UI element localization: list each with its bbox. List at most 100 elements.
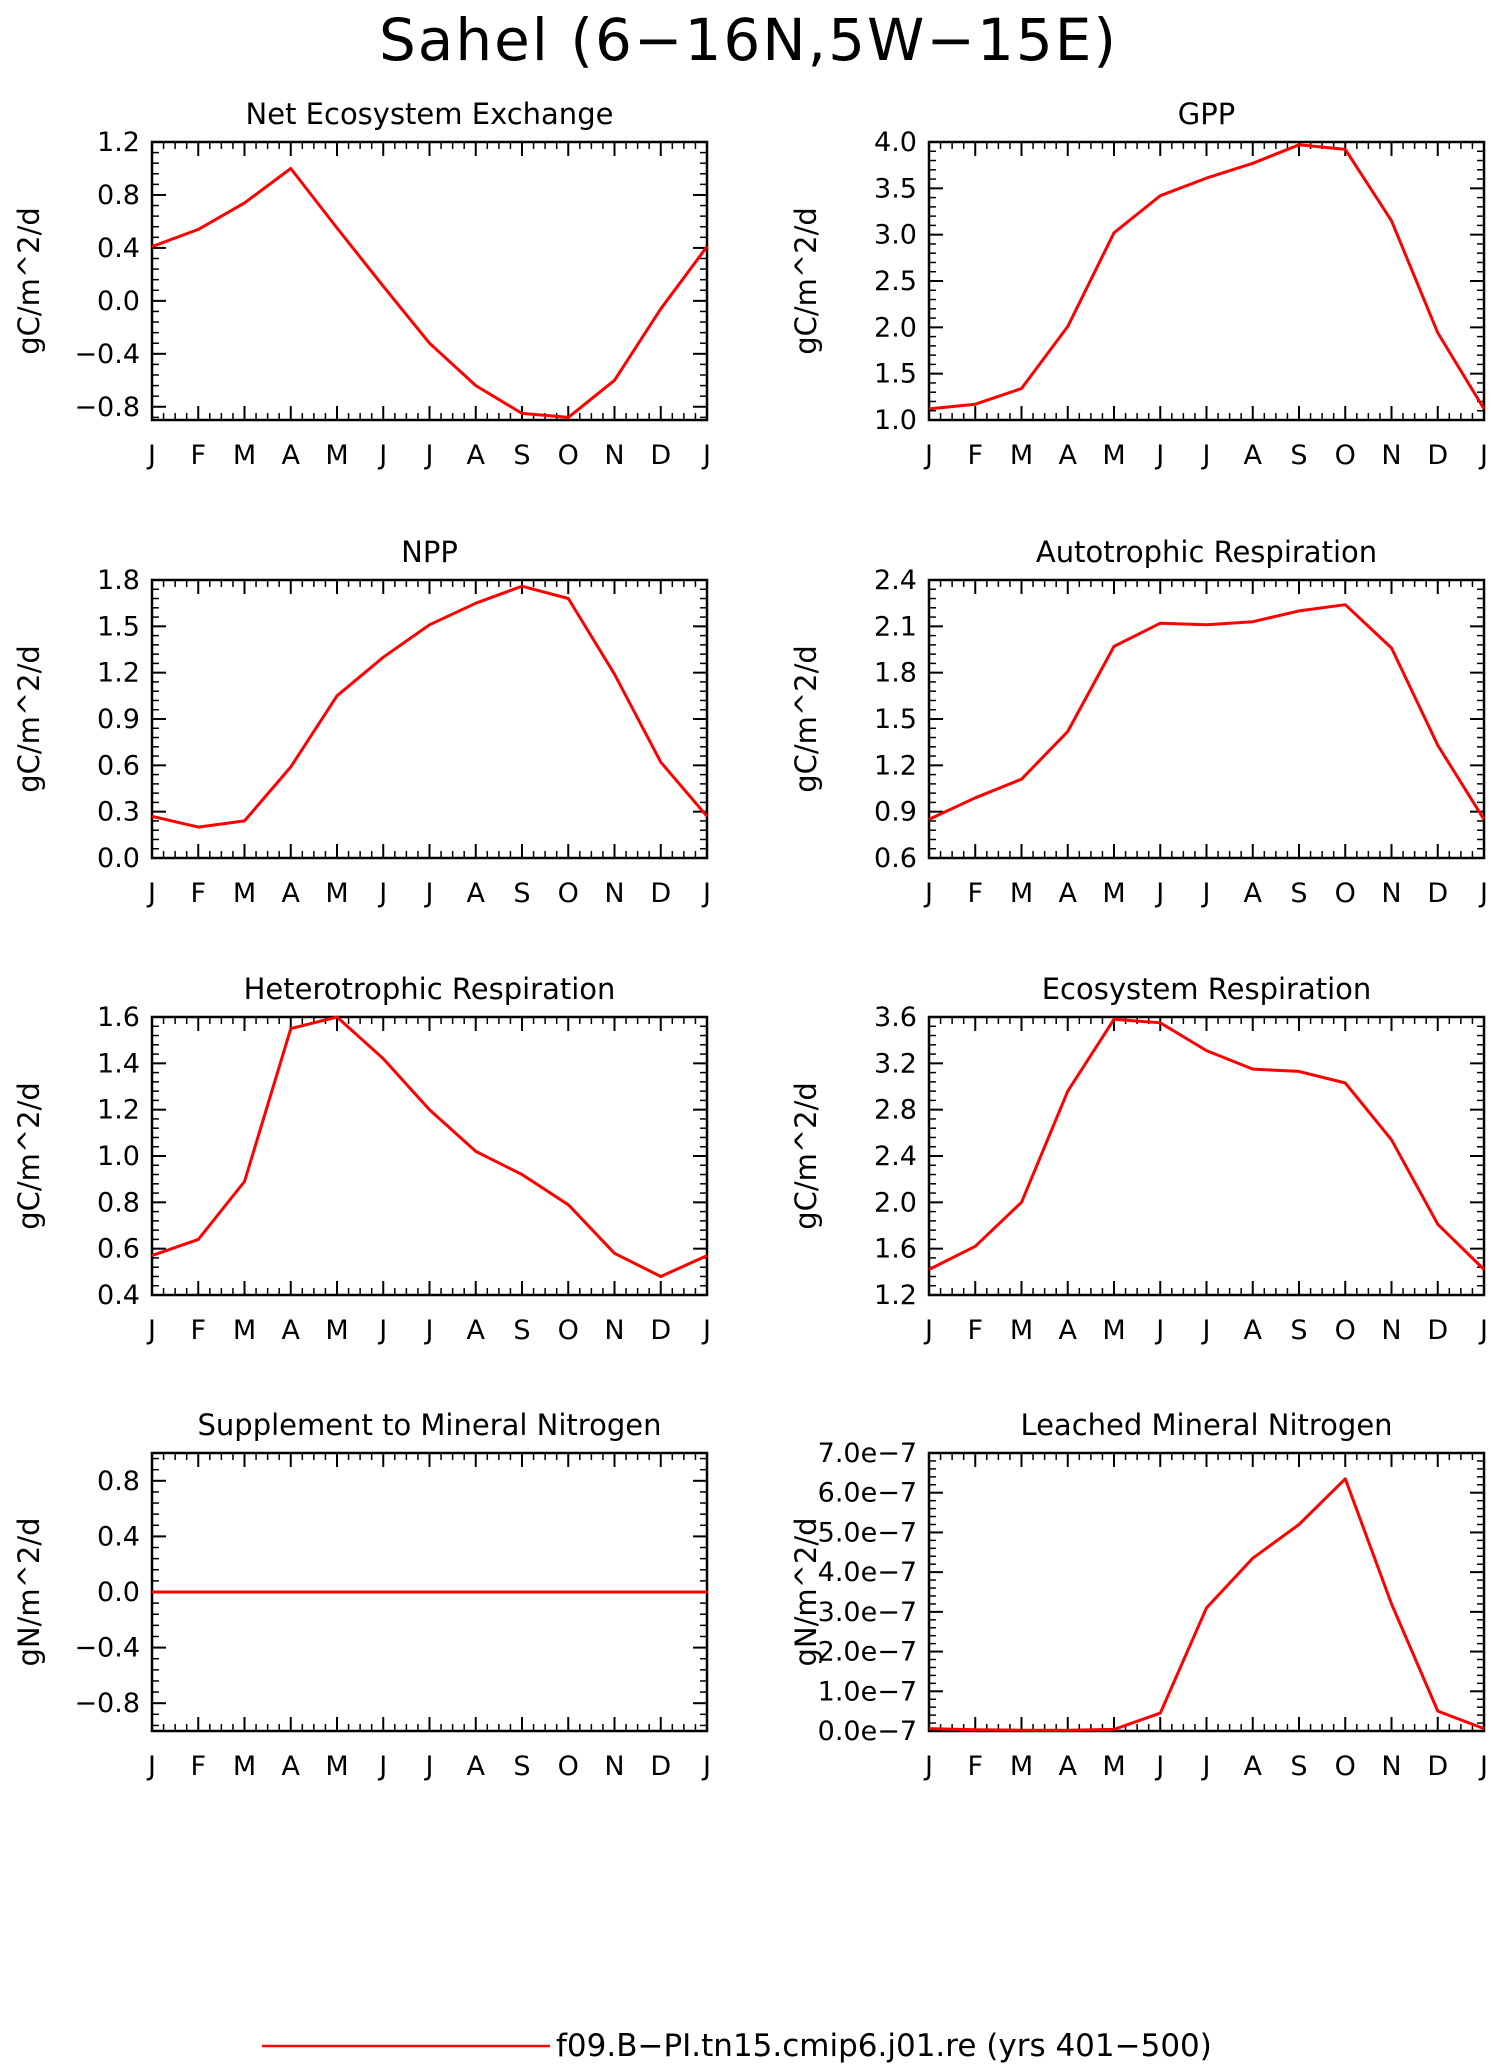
x-tick-label: O	[1335, 1315, 1356, 1346]
x-tick-label: J	[424, 878, 434, 909]
chart-panel-7: J F M A M J J A S O N D J−0.8−0.40.00.40.8gN/m^2/dSu…	[12, 1408, 711, 1782]
y-tick-label: 1.0e−7	[818, 1676, 917, 1707]
y-tick-label: 5.0e−7	[818, 1517, 917, 1548]
y-tick-label: 2.4	[874, 1141, 917, 1172]
y-tick-label: 0.3	[97, 797, 140, 828]
y-tick-label: 1.2	[97, 658, 140, 689]
x-tick-label: O	[1335, 1751, 1356, 1782]
x-tick-label: A	[1059, 878, 1078, 909]
y-tick-label: 6.0e−7	[818, 1478, 917, 1509]
chart-panel-4: J F M A M J J A S O N D J0.60.91.21.51.82.12.4gC/m^2…	[789, 535, 1488, 909]
y-tick-label: 0.4	[97, 233, 140, 264]
panel-title: Leached Mineral Nitrogen	[1020, 1408, 1392, 1442]
x-tick-label: J	[1154, 1315, 1164, 1346]
series-line	[928, 1477, 1485, 1732]
plot-frame	[150, 1015, 709, 1297]
x-tick-label: F	[967, 1315, 983, 1346]
x-tick-label: J	[701, 1751, 711, 1782]
panel-title: NPP	[401, 535, 458, 569]
series-line	[928, 143, 1486, 411]
x-tick-label: M	[1102, 878, 1125, 909]
x-tick-label: D	[1427, 1751, 1448, 1782]
x-tick-label: A	[282, 1315, 301, 1346]
x-tick-label: A	[1244, 440, 1263, 471]
panel-title: Heterotrophic Respiration	[244, 972, 616, 1006]
x-tick-label: J	[424, 1315, 434, 1346]
x-tick-label: S	[1290, 1315, 1307, 1346]
x-tick-label: J	[377, 1751, 387, 1782]
x-tick-label: N	[1381, 1315, 1401, 1346]
y-tick-label: 1.2	[97, 127, 140, 158]
x-tick-label: F	[967, 878, 983, 909]
y-axis-label: gC/m^2/d	[12, 645, 46, 793]
x-tick-label: D	[650, 440, 671, 471]
x-tick-label: S	[513, 440, 530, 471]
x-tick-label: M	[1102, 1315, 1125, 1346]
x-tick-label: J	[1478, 878, 1488, 909]
plot-frame	[927, 140, 1486, 422]
y-axis-label: gC/m^2/d	[789, 207, 823, 355]
x-tick-label: O	[1335, 878, 1356, 909]
x-tick-label: J	[923, 1751, 933, 1782]
x-tick-label: M	[1010, 440, 1033, 471]
x-tick-label: J	[923, 878, 933, 909]
y-axis-label: gC/m^2/d	[12, 207, 46, 355]
chart-panel-6: J F M A M J J A S O N D J1.21.62.02.42.83.23.6gC/m^2…	[789, 972, 1488, 1346]
x-tick-label: J	[923, 1315, 933, 1346]
x-tick-label: M	[233, 440, 256, 471]
y-axis-label: gN/m^2/d	[789, 1517, 823, 1666]
x-tick-label: D	[650, 1315, 671, 1346]
y-tick-label: 2.4	[874, 565, 917, 596]
x-tick-label: J	[146, 878, 156, 909]
y-tick-label: 3.0	[874, 220, 917, 251]
y-tick-label: 1.6	[97, 1002, 140, 1033]
x-tick-label: J	[1201, 440, 1211, 471]
plot-frame	[150, 140, 709, 422]
y-tick-label: 1.8	[97, 565, 140, 596]
y-tick-label: 0.6	[97, 750, 140, 781]
x-tick-label: N	[1381, 1751, 1401, 1782]
y-axis-label: gC/m^2/d	[789, 645, 823, 793]
x-tick-label: J	[1478, 440, 1488, 471]
x-tick-label: F	[190, 1751, 206, 1782]
x-tick-label: F	[190, 1315, 206, 1346]
y-tick-label: 0.6	[97, 1234, 140, 1265]
x-tick-label: M	[1010, 1315, 1033, 1346]
y-tick-label: 3.6	[874, 1002, 917, 1033]
x-tick-label: J	[1154, 440, 1164, 471]
x-tick-label: J	[1478, 1751, 1488, 1782]
x-tick-label: J	[146, 1751, 156, 1782]
x-tick-label: N	[604, 878, 624, 909]
y-tick-label: 2.1	[874, 611, 917, 642]
x-tick-label: S	[513, 878, 530, 909]
x-tick-label: J	[701, 1315, 711, 1346]
panel-title: Net Ecosystem Exchange	[246, 97, 614, 131]
y-tick-label: 0.6	[874, 843, 917, 874]
y-tick-label: 3.5	[874, 173, 917, 204]
x-tick-label: J	[1154, 1751, 1164, 1782]
y-tick-label: 2.8	[874, 1095, 917, 1126]
x-tick-label: N	[1381, 440, 1401, 471]
x-tick-label: N	[604, 440, 624, 471]
x-tick-label: D	[650, 878, 671, 909]
y-tick-label: 4.0e−7	[818, 1557, 917, 1588]
x-tick-label: A	[282, 1751, 301, 1782]
series-line	[928, 1017, 1486, 1271]
y-tick-label: 0.0e−7	[818, 1716, 917, 1747]
x-tick-label: O	[558, 1751, 579, 1782]
y-tick-label: 1.5	[97, 611, 140, 642]
x-tick-label: S	[1290, 1751, 1307, 1782]
y-tick-label: 1.5	[874, 704, 917, 735]
x-tick-label: A	[467, 878, 486, 909]
x-tick-label: A	[1059, 1315, 1078, 1346]
y-tick-label: 2.0e−7	[818, 1637, 917, 1668]
x-tick-label: J	[424, 440, 434, 471]
y-tick-label: 0.8	[97, 1187, 140, 1218]
chart-panel-1: J F M A M J J A S O N D J−0.8−0.40.00.40.81.2gC/m^2/…	[12, 97, 711, 471]
y-tick-label: 3.0e−7	[818, 1597, 917, 1628]
x-tick-label: M	[325, 1315, 348, 1346]
y-tick-label: 0.9	[97, 704, 140, 735]
x-tick-label: O	[558, 878, 579, 909]
y-tick-label: −0.4	[74, 339, 140, 370]
x-tick-label: S	[513, 1751, 530, 1782]
